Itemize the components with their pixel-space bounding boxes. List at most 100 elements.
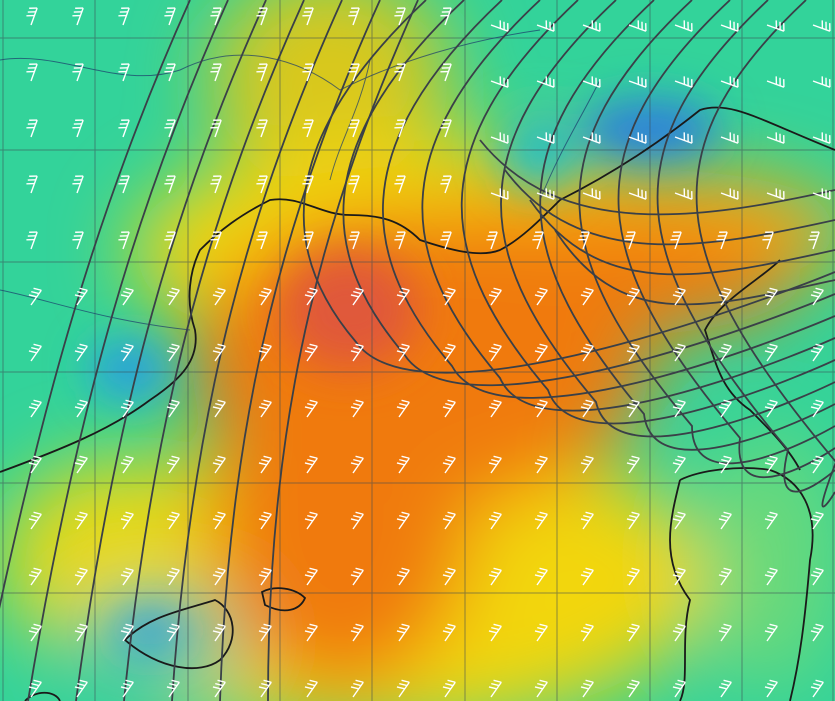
barb-feather: [166, 574, 175, 578]
barb-feather: [166, 406, 175, 410]
wind-barb: [166, 455, 180, 474]
barb-feather: [718, 294, 727, 298]
barb-feather: [353, 570, 362, 575]
isobar: [539, 0, 835, 451]
barb-feather: [585, 511, 594, 515]
barb-feather: [626, 350, 635, 354]
barb-feather: [28, 630, 37, 634]
barb-feather: [672, 462, 681, 466]
wind-barb: [534, 679, 548, 698]
barb-shaft: [674, 401, 686, 418]
barb-feather: [629, 682, 638, 687]
barb-feather: [764, 630, 773, 634]
barb-shaft: [766, 513, 778, 530]
wind-barb: [440, 175, 452, 194]
barb-shaft: [720, 192, 739, 200]
barb-feather: [815, 455, 824, 459]
barb-feather: [534, 294, 543, 298]
barb-feather: [31, 626, 40, 631]
barb-feather: [212, 686, 221, 690]
barb-feather: [212, 294, 221, 298]
wind-barb: [718, 623, 732, 642]
isobar: [479, 139, 835, 216]
barb-shaft: [122, 175, 130, 194]
barb-feather: [810, 462, 819, 466]
barb-feather: [815, 567, 824, 571]
barb-feather: [447, 399, 456, 403]
wind-barb: [810, 287, 824, 306]
barb-feather: [631, 343, 640, 347]
wind-barb: [302, 231, 314, 250]
wind-barb: [210, 7, 222, 26]
barb-shaft: [398, 119, 406, 138]
barb-shaft: [168, 513, 180, 530]
barb-feather: [217, 623, 226, 627]
barb-feather: [769, 679, 778, 683]
barb-shaft: [720, 80, 739, 88]
barb-feather: [718, 406, 727, 410]
isobar: [123, 0, 305, 701]
barb-shaft: [352, 625, 364, 642]
barb-shaft: [306, 681, 318, 698]
wind-barb: [350, 455, 364, 474]
barb-shaft: [168, 231, 176, 250]
barb-feather: [534, 350, 543, 354]
barb-feather: [171, 679, 180, 683]
barb-shaft: [720, 625, 732, 642]
wind-barb: [536, 132, 555, 144]
barb-shaft: [766, 569, 778, 586]
wind-barb: [212, 343, 226, 362]
wind-barb: [442, 679, 456, 698]
wind-barb: [74, 343, 88, 362]
barb-feather: [399, 682, 408, 687]
barb-feather: [677, 567, 686, 571]
barb-feather: [580, 518, 589, 522]
barb-feather: [396, 574, 405, 578]
barb-feather: [537, 402, 546, 407]
wind-barb: [120, 623, 134, 642]
barb-feather: [74, 630, 83, 634]
barb-feather: [764, 574, 773, 578]
barb-shaft: [536, 231, 544, 250]
wind-barb: [624, 231, 636, 250]
barb-feather: [442, 518, 451, 522]
wind-barb: [350, 567, 364, 586]
barb-feather: [534, 462, 543, 466]
barb-feather: [215, 458, 224, 463]
barb-feather: [355, 679, 364, 683]
wind-barb: [810, 511, 824, 530]
barb-feather: [33, 623, 42, 627]
wind-barb: [674, 188, 693, 200]
barb-feather: [493, 511, 502, 515]
wind-barb: [120, 679, 134, 698]
barb-feather: [217, 679, 226, 683]
barb-feather: [28, 406, 37, 410]
barb-shaft: [766, 457, 778, 474]
barb-feather: [491, 514, 500, 519]
barb-feather: [767, 458, 776, 463]
barb-feather: [263, 399, 272, 403]
barb-feather: [629, 402, 638, 407]
barb-shaft: [306, 625, 318, 642]
wind-barb: [488, 511, 502, 530]
barb-feather: [125, 287, 134, 291]
wind-barb: [488, 623, 502, 642]
barb-shaft: [306, 7, 314, 26]
wind-barb: [580, 679, 594, 698]
barb-shaft: [214, 231, 222, 250]
wind-barb: [302, 119, 314, 138]
wind-barb: [28, 567, 42, 586]
barb-feather: [815, 343, 824, 347]
barb-feather: [399, 290, 408, 295]
barb-shaft: [30, 401, 42, 418]
wind-barb: [26, 7, 38, 26]
barb-feather: [125, 399, 134, 403]
wind-barb: [810, 343, 824, 362]
wind-barb: [256, 231, 268, 250]
barb-shaft: [76, 345, 88, 362]
barb-feather: [28, 462, 37, 466]
wind-barb: [302, 7, 314, 26]
barb-feather: [355, 455, 364, 459]
wind-barb: [350, 343, 364, 362]
barb-feather: [123, 402, 132, 407]
